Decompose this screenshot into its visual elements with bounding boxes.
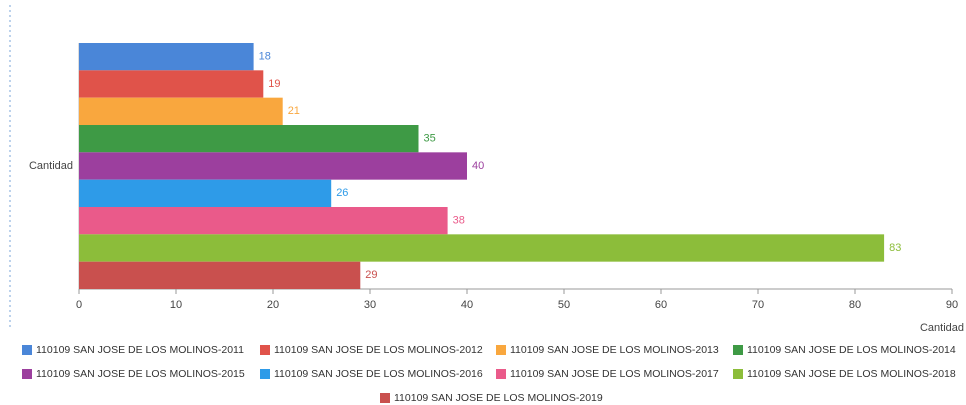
x-axis-label: Cantidad [920,322,964,334]
legend-swatch [496,369,506,379]
legend-label: 110109 SAN JOSE DE LOS MOLINOS-2018 [747,368,956,380]
legend-label: 110109 SAN JOSE DE LOS MOLINOS-2016 [274,368,483,380]
legend-swatch [496,345,506,355]
legend-swatch [22,345,32,355]
x-tick-label: 60 [655,299,667,311]
bar [79,97,283,125]
x-tick-label: 0 [76,299,82,311]
bar [79,207,448,235]
bar [79,125,419,153]
x-tick-label: 50 [558,299,570,311]
value-label: 38 [453,215,465,227]
bar [79,179,332,207]
legend-label: 110109 SAN JOSE DE LOS MOLINOS-2019 [394,392,603,404]
value-label: 21 [288,105,300,117]
value-label: 83 [889,242,901,254]
x-tick-label: 90 [946,299,958,311]
legend-label: 110109 SAN JOSE DE LOS MOLINOS-2015 [36,368,245,380]
x-tick-label: 10 [170,299,182,311]
legend-swatch [260,369,270,379]
legend-label: 110109 SAN JOSE DE LOS MOLINOS-2017 [510,368,719,380]
legend-swatch [22,369,32,379]
value-label: 26 [336,187,348,199]
value-label: 40 [472,160,484,172]
legend-label: 110109 SAN JOSE DE LOS MOLINOS-2012 [274,344,483,356]
bar [79,43,254,71]
x-tick-label: 70 [752,299,764,311]
legend-swatch [733,345,743,355]
legend-label: 110109 SAN JOSE DE LOS MOLINOS-2013 [510,344,719,356]
x-tick-label: 40 [461,299,473,311]
x-tick-label: 20 [267,299,279,311]
legend-label: 110109 SAN JOSE DE LOS MOLINOS-2011 [36,344,244,356]
value-label: 35 [424,133,436,145]
bar [79,234,885,262]
x-tick-label: 80 [849,299,861,311]
value-label: 29 [365,269,377,281]
legend-swatch [380,393,390,403]
y-tick-label: Cantidad [29,160,73,172]
legend: 110109 SAN JOSE DE LOS MOLINOS-2011 11010… [22,344,956,404]
x-tick-label: 30 [364,299,376,311]
bar [79,70,264,98]
legend-swatch [260,345,270,355]
value-label: 18 [259,51,271,63]
value-label: 19 [268,78,280,90]
legend-label: 110109 SAN JOSE DE LOS MOLINOS-2014 [747,344,956,356]
legend-swatch [733,369,743,379]
bar [79,152,467,180]
bar [79,261,361,289]
